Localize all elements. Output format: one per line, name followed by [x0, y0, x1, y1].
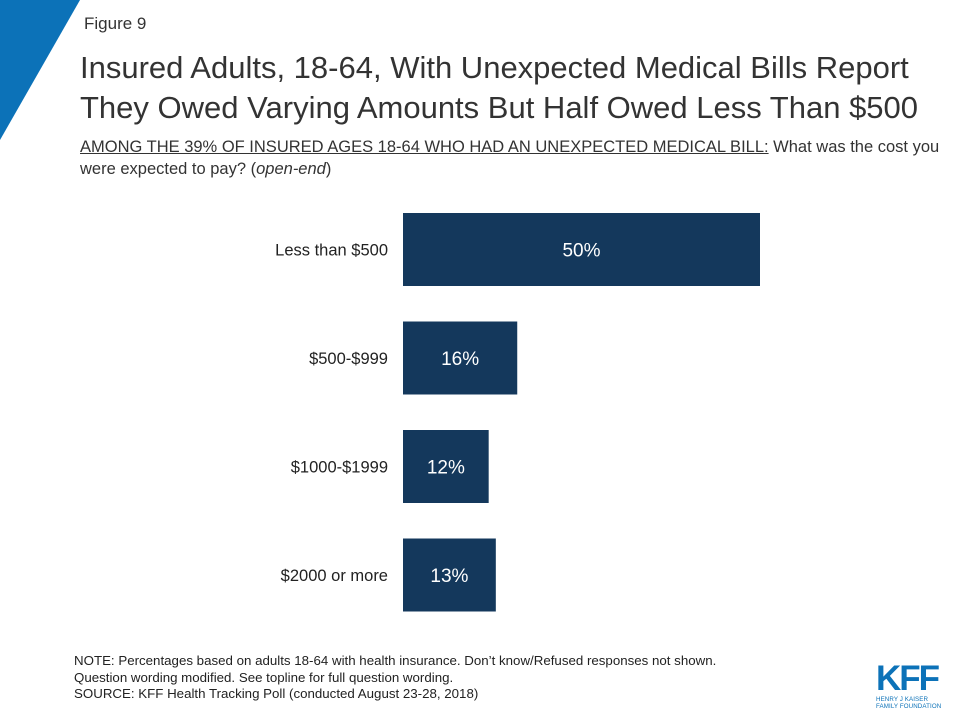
footnotes: NOTE: Percentages based on adults 18-64 … — [74, 653, 834, 703]
kff-logo-word: KFF — [876, 659, 940, 698]
subtitle-qualifier: AMONG THE 39% OF INSURED AGES 18-64 WHO … — [80, 138, 769, 156]
subtitle-question-italic: open-end — [256, 160, 326, 178]
value-label: 12% — [427, 458, 465, 479]
source-line: SOURCE: KFF Health Tracking Poll (conduc… — [74, 686, 479, 701]
value-label: 13% — [430, 566, 468, 587]
chart-subtitle: AMONG THE 39% OF INSURED AGES 18-64 WHO … — [80, 136, 940, 180]
subtitle-question-end: ) — [325, 160, 332, 178]
bar — [403, 213, 760, 286]
value-label: 50% — [562, 241, 600, 262]
figure-label: Figure 9 — [84, 14, 147, 33]
kff-logo: KFF HENRY J KAISER FAMILY FOUNDATION — [876, 659, 946, 710]
category-label: $2000 or more — [281, 567, 388, 585]
corner-accent-triangle — [0, 0, 80, 140]
bar — [403, 430, 489, 503]
category-label: $1000-$1999 — [291, 459, 388, 477]
note-line: NOTE: Percentages based on adults 18-64 … — [74, 653, 717, 668]
chart-title-line-1: Insured Adults, 18-64, With Unexpected M… — [80, 50, 909, 85]
kff-logo-line-2: FAMILY FOUNDATION — [876, 703, 942, 710]
category-label: $500-$999 — [309, 350, 388, 368]
bar-chart: Less than $500 50% $500-$999 16% $1000-$1999… — [275, 213, 760, 612]
subtitle-question: What was the cost you were expected to p… — [80, 138, 940, 178]
kff-logo-line-1: HENRY J KAISER — [876, 696, 929, 703]
bar — [403, 321, 518, 395]
chart-title: Insured Adults, 18-64, With Unexpected M… — [80, 48, 950, 128]
bar — [403, 538, 496, 612]
value-label: 16% — [441, 349, 479, 370]
chart-title-line-2: They Owed Varying Amounts But Half Owed … — [80, 90, 919, 125]
note-line: Question wording modified. See topline f… — [74, 669, 454, 685]
category-label: Less than $500 — [275, 242, 388, 260]
